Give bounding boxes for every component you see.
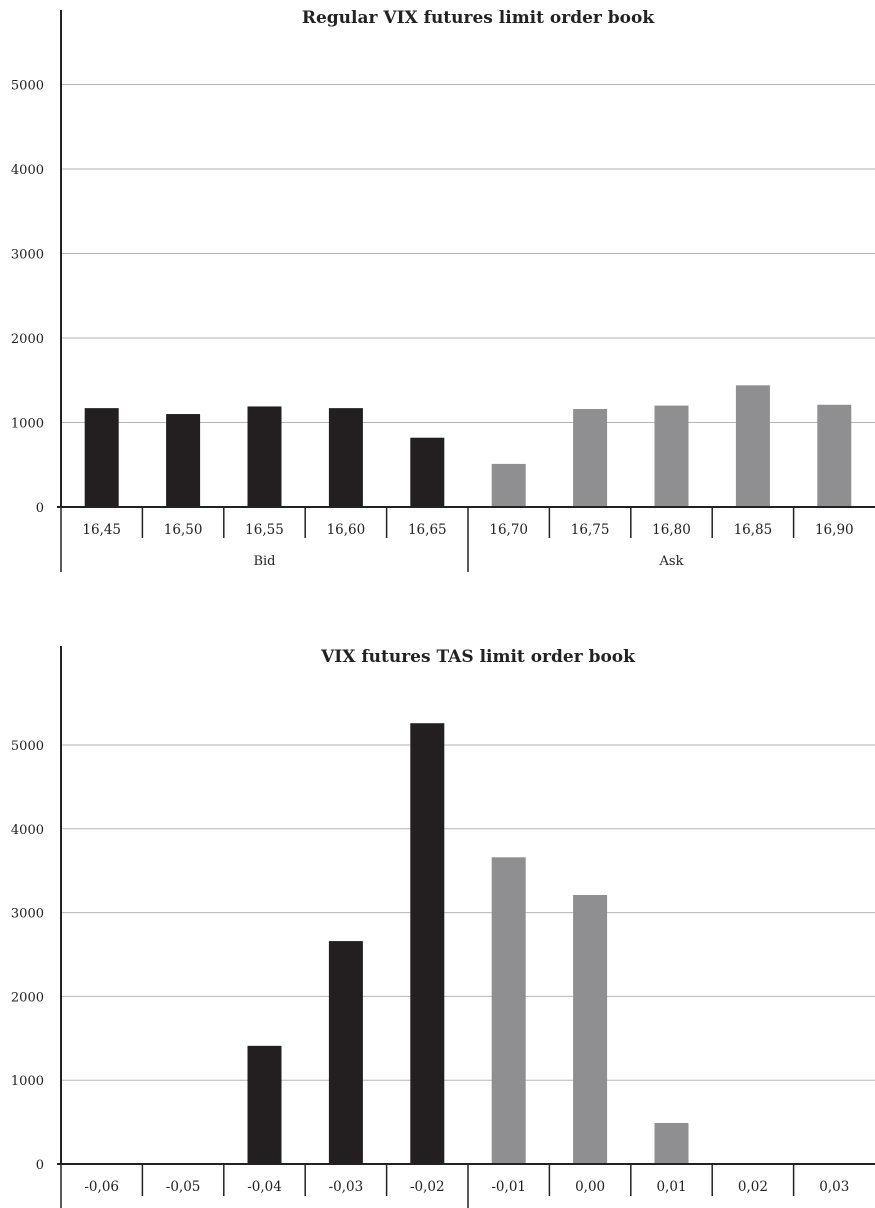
- x-tick-label-1: -0,05: [166, 1179, 201, 1195]
- chart-regular-vix-futures: Regular VIX futures limit order book 0 100…: [0, 0, 875, 590]
- group-label-bid: Bid: [253, 554, 275, 569]
- chart-vix-futures-tas: VIX futures TAS limit order book 0 1000 200…: [0, 636, 875, 1208]
- bar-tas-bid-3: [328, 941, 363, 1164]
- x-tick-label-3: 16,60: [327, 522, 366, 538]
- y-tick-label-3000: 3000: [11, 248, 44, 263]
- bar-regular-ask-9: [817, 404, 852, 507]
- x-tick-label-0: 16,45: [82, 522, 121, 538]
- x-tick-label-6: 0,00: [575, 1179, 605, 1195]
- chart-title: VIX futures TAS limit order book: [320, 647, 636, 667]
- x-tick-label-7: 0,01: [656, 1179, 686, 1195]
- chart-svg-regular: Regular VIX futures limit order book 0 100…: [11, 8, 875, 572]
- x-tick-label-3: -0,03: [329, 1179, 364, 1195]
- x-tick-label-9: 16,90: [815, 522, 854, 538]
- x-tick-label-8: 0,02: [738, 1179, 768, 1195]
- chart-svg-tas: VIX futures TAS limit order book 0 1000 200…: [11, 646, 875, 1208]
- x-tick-label-1: 16,50: [164, 522, 203, 538]
- bar-regular-bid-3: [328, 408, 363, 507]
- x-tick-label-4: -0,02: [410, 1179, 445, 1195]
- x-tick-label-8: 16,85: [734, 522, 773, 538]
- y-tick-label-1000: 1000: [11, 1074, 44, 1089]
- chart-title: Regular VIX futures limit order book: [302, 8, 656, 28]
- x-tick-label-9: 0,03: [819, 1179, 849, 1195]
- bar-regular-bid-0: [84, 408, 119, 507]
- bar-tas-ask-5: [491, 857, 526, 1164]
- y-tick-label-5000: 5000: [11, 739, 44, 754]
- bar-tas-ask-6: [573, 895, 608, 1164]
- y-tick-label-1000: 1000: [11, 417, 44, 432]
- x-tick-label-4: 16,65: [408, 522, 447, 538]
- bar-regular-ask-5: [491, 463, 526, 507]
- y-tick-label-0: 0: [36, 1158, 44, 1173]
- bar-regular-bid-1: [166, 414, 201, 507]
- x-tick-label-2: -0,04: [247, 1179, 282, 1195]
- bar-regular-ask-6: [573, 408, 608, 507]
- group-label-ask: Ask: [659, 554, 684, 569]
- bar-regular-bid-2: [247, 406, 282, 507]
- y-tick-label-5000: 5000: [11, 79, 44, 94]
- x-tick-label-0: -0,06: [84, 1179, 119, 1195]
- x-tick-label-2: 16,55: [245, 522, 284, 538]
- bar-regular-ask-8: [735, 385, 770, 507]
- bar-regular-bid-4: [410, 437, 445, 507]
- bar-tas-ask-7: [654, 1122, 689, 1164]
- bar-tas-bid-4: [410, 723, 445, 1164]
- y-tick-label-0: 0: [36, 501, 44, 516]
- bar-regular-ask-7: [654, 405, 689, 507]
- y-tick-label-3000: 3000: [11, 907, 44, 922]
- x-tick-label-7: 16,80: [652, 522, 691, 538]
- y-tick-label-2000: 2000: [11, 332, 44, 347]
- y-tick-label-2000: 2000: [11, 990, 44, 1005]
- bar-tas-bid-2: [247, 1045, 282, 1164]
- y-tick-label-4000: 4000: [11, 823, 44, 838]
- x-tick-label-6: 16,75: [571, 522, 610, 538]
- x-tick-label-5: -0,01: [491, 1179, 526, 1195]
- x-tick-label-5: 16,70: [489, 522, 528, 538]
- y-tick-label-4000: 4000: [11, 163, 44, 178]
